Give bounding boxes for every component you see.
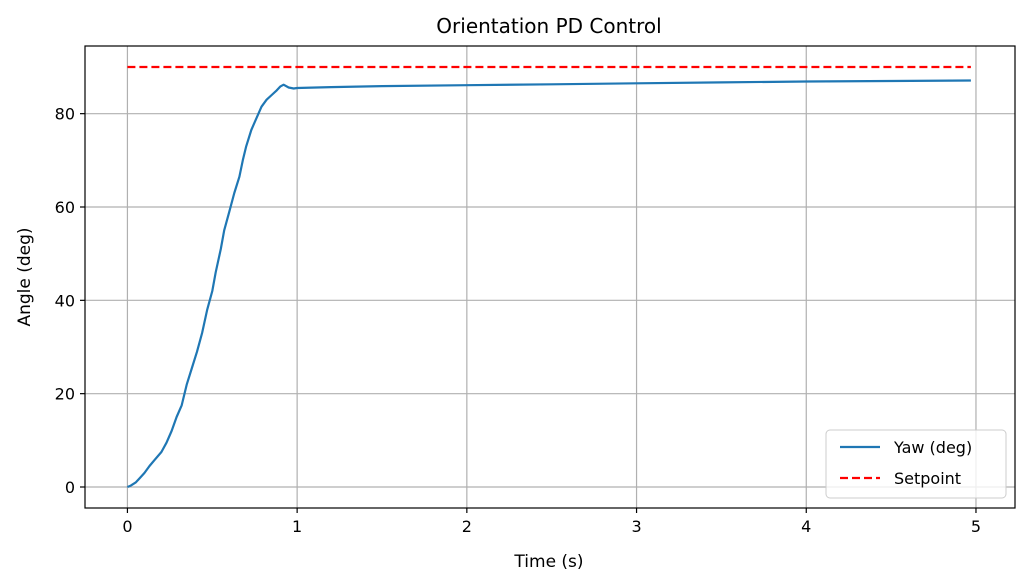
x-tick-label: 1 xyxy=(292,517,302,536)
x-tick-label: 2 xyxy=(462,517,472,536)
y-tick-label: 80 xyxy=(55,105,75,124)
y-tick-label: 0 xyxy=(65,478,75,497)
ticks: 0 1 2 3 4 5 0 20 40 60 80 xyxy=(55,105,981,536)
chart-title: Orientation PD Control xyxy=(436,14,661,38)
legend: Yaw (deg) Setpoint xyxy=(825,429,1007,499)
legend-label-yaw: Yaw (deg) xyxy=(893,438,972,457)
series-layer xyxy=(126,65,971,489)
x-tick-label: 4 xyxy=(801,517,811,536)
x-axis-label: Time (s) xyxy=(513,552,583,572)
x-tick-label: 0 xyxy=(122,517,132,536)
y-tick-label: 40 xyxy=(55,291,75,310)
plot-frame xyxy=(84,45,1016,509)
x-tick-label: 5 xyxy=(971,517,981,536)
legend-label-setpoint: Setpoint xyxy=(894,469,961,488)
series-line-yaw xyxy=(126,79,971,489)
y-tick-label: 60 xyxy=(55,198,75,217)
y-axis-label: Angle (deg) xyxy=(15,227,35,326)
x-tick-label: 3 xyxy=(631,517,641,536)
y-tick-label: 20 xyxy=(55,385,75,404)
